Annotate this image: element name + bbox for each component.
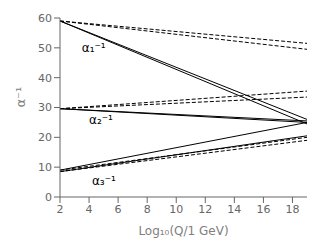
svg-text:6: 6 bbox=[115, 203, 122, 216]
svg-text:40: 40 bbox=[38, 72, 52, 85]
svg-text:α⁻¹: α⁻¹ bbox=[13, 87, 28, 108]
svg-text:α₁⁻¹: α₁⁻¹ bbox=[82, 41, 106, 55]
svg-text:16: 16 bbox=[256, 203, 270, 216]
svg-text:2: 2 bbox=[57, 203, 64, 216]
svg-text:10: 10 bbox=[169, 203, 183, 216]
svg-text:14: 14 bbox=[227, 203, 241, 216]
svg-text:50: 50 bbox=[38, 42, 52, 55]
svg-text:4: 4 bbox=[86, 203, 93, 216]
svg-text:α₂⁻¹: α₂⁻¹ bbox=[89, 113, 113, 127]
svg-text:0: 0 bbox=[45, 191, 52, 204]
svg-text:30: 30 bbox=[38, 101, 52, 114]
svg-text:10: 10 bbox=[38, 161, 52, 174]
svg-text:12: 12 bbox=[198, 203, 212, 216]
svg-text:20: 20 bbox=[38, 131, 52, 144]
svg-text:Log₁₀(Q/1 GeV): Log₁₀(Q/1 GeV) bbox=[138, 224, 228, 238]
svg-text:8: 8 bbox=[144, 203, 151, 216]
svg-text:α₃⁻¹: α₃⁻¹ bbox=[92, 174, 116, 188]
svg-text:60: 60 bbox=[38, 12, 52, 25]
svg-text:18: 18 bbox=[285, 203, 299, 216]
